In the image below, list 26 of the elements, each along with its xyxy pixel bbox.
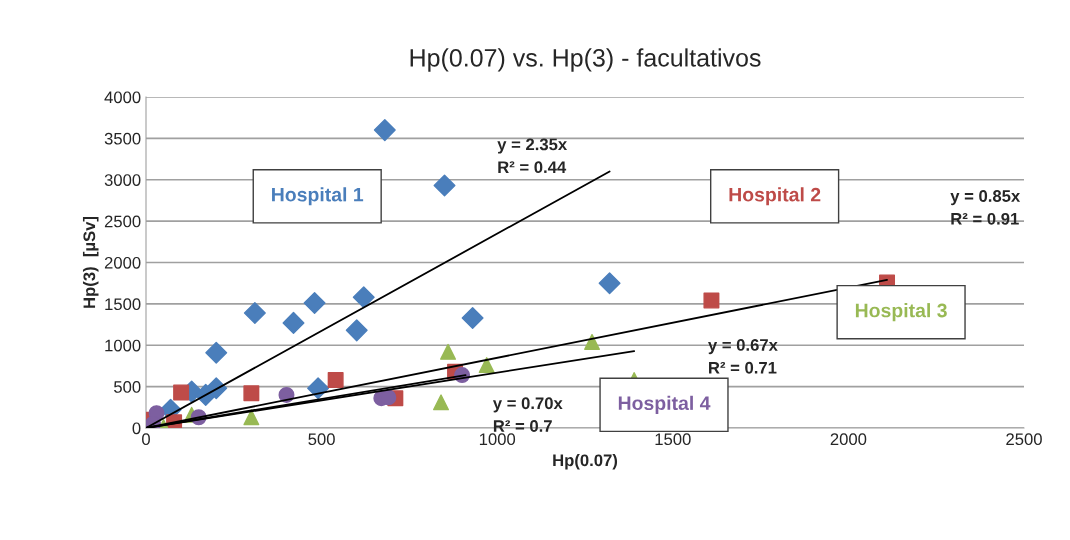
annotation: y = 2.35x R² = 0.44: [497, 138, 568, 174]
text: Hospital 4: [618, 395, 711, 414]
annotation: y = 0.70x R² = 0.7: [492, 397, 563, 432]
text: Hospital 3: [855, 303, 947, 322]
x-tick-label: 1000: [479, 433, 516, 446]
y-tick-label: 0: [132, 422, 141, 435]
y-tick-label: 4000: [104, 91, 141, 104]
annotation: y = 0.85x R² = 0.91: [950, 190, 1021, 225]
y-tick-label: 1500: [105, 298, 141, 311]
y-tick-label: 3000: [104, 174, 141, 186]
chart-title: Hp(0.07) vs. Hp(3) - facultativos: [410, 48, 761, 72]
annotation: y = 0.67x R² = 0.71: [708, 339, 778, 374]
y-tick-label: 2000: [104, 256, 141, 269]
x-tick-label: 500: [308, 433, 335, 446]
x-tick-label: 2500: [1006, 433, 1042, 446]
x-axis-title: Hp(0.07): [553, 453, 618, 470]
y-axis-title: Hp(3) [µSv]: [82, 216, 99, 308]
y-tick-label: 1000: [105, 339, 141, 352]
x-tick-label: 2000: [830, 433, 867, 446]
text: Hospital 2: [729, 187, 821, 206]
y-tick-label: 2500: [104, 215, 141, 228]
text: Hospital 1: [272, 187, 364, 206]
x-tick-label: 1500: [655, 433, 691, 446]
x-tick-label: 0: [142, 433, 150, 446]
y-tick-label: 500: [114, 381, 141, 393]
y-tick-label: 3500: [104, 132, 141, 145]
